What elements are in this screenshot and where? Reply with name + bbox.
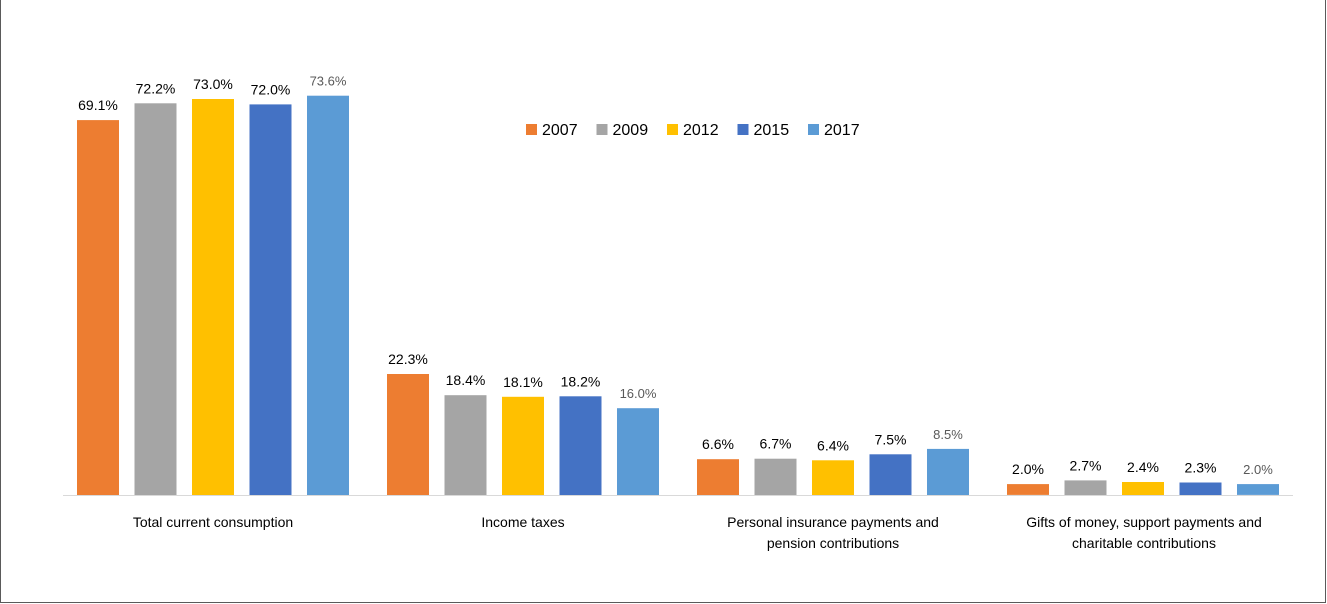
data-label-2012-cat-2: 6.4% bbox=[817, 437, 849, 453]
bar-2015-cat-1 bbox=[559, 396, 602, 495]
data-labels-group: 69.1% 72.2% 73.0% 72.0% 73.6% 22.3% 18.4% 18.1%… bbox=[78, 74, 1273, 477]
bar-2007-cat-3 bbox=[1007, 484, 1049, 495]
data-label-2017-cat-2: 8.5% bbox=[933, 427, 963, 442]
legend-label-2012: 2012 bbox=[683, 122, 719, 139]
data-label-2009-cat-2: 6.7% bbox=[760, 436, 792, 452]
bar-2015-cat-3 bbox=[1179, 482, 1222, 495]
category-label-2-line-1: pension contributions bbox=[767, 535, 899, 551]
data-label-2009-cat-3: 2.7% bbox=[1070, 457, 1102, 473]
data-label-2012-cat-1: 18.1% bbox=[503, 374, 543, 390]
bar-2012-cat-0 bbox=[192, 99, 234, 495]
bar-2007-cat-2 bbox=[697, 459, 739, 495]
bar-2007-cat-0 bbox=[77, 120, 119, 495]
category-label-0-line-0: Total current consumption bbox=[133, 514, 293, 530]
legend: 2007 2009 2012 2015 2017 bbox=[526, 122, 860, 139]
legend-swatch-2017 bbox=[808, 124, 819, 135]
bar-2017-cat-1 bbox=[617, 408, 659, 495]
bar-2009-cat-0 bbox=[134, 103, 177, 496]
data-label-2012-cat-0: 73.0% bbox=[193, 76, 233, 92]
legend-label-2015: 2015 bbox=[754, 122, 790, 139]
category-label-1-line-0: Income taxes bbox=[481, 514, 564, 530]
bar-2009-cat-3 bbox=[1064, 480, 1107, 495]
bar-2015-cat-2 bbox=[869, 454, 912, 495]
bar-2012-cat-2 bbox=[812, 460, 854, 495]
legend-swatch-2012 bbox=[667, 124, 678, 135]
category-label-3-line-1: charitable contributions bbox=[1072, 535, 1216, 551]
data-label-2009-cat-1: 18.4% bbox=[446, 372, 486, 388]
bar-2017-cat-0 bbox=[307, 95, 349, 495]
bars-group bbox=[77, 95, 1279, 496]
bar-2012-cat-1 bbox=[502, 396, 544, 495]
bar-2012-cat-3 bbox=[1122, 482, 1164, 495]
category-labels-group: Total current consumption Income taxes Per… bbox=[133, 514, 1262, 551]
data-label-2015-cat-2: 7.5% bbox=[875, 431, 907, 447]
bar-2007-cat-1 bbox=[387, 374, 429, 495]
category-label-2-line-0: Personal insurance payments and bbox=[727, 514, 939, 530]
legend-swatch-2015 bbox=[737, 124, 749, 135]
category-label-3-line-0: Gifts of money, support payments and bbox=[1026, 514, 1262, 530]
legend-swatch-2007 bbox=[526, 124, 537, 135]
data-label-2007-cat-3: 2.0% bbox=[1012, 461, 1044, 477]
data-label-2007-cat-1: 22.3% bbox=[388, 351, 428, 367]
data-label-2015-cat-1: 18.2% bbox=[561, 373, 601, 389]
data-label-2017-cat-1: 16.0% bbox=[620, 386, 657, 401]
legend-label-2009: 2009 bbox=[613, 122, 649, 139]
bar-2017-cat-3 bbox=[1237, 484, 1279, 495]
data-label-2017-cat-3: 2.0% bbox=[1243, 462, 1273, 477]
data-label-2017-cat-0: 73.6% bbox=[310, 74, 347, 89]
data-label-2009-cat-0: 72.2% bbox=[136, 80, 176, 96]
legend-label-2017: 2017 bbox=[824, 122, 860, 139]
data-label-2007-cat-0: 69.1% bbox=[78, 97, 118, 113]
data-label-2015-cat-0: 72.0% bbox=[251, 81, 291, 97]
bar-2009-cat-1 bbox=[444, 395, 487, 495]
bar-2009-cat-2 bbox=[754, 458, 797, 495]
data-label-2012-cat-3: 2.4% bbox=[1127, 459, 1159, 475]
bar-2015-cat-0 bbox=[249, 104, 292, 496]
data-label-2007-cat-2: 6.6% bbox=[702, 436, 734, 452]
legend-swatch-2009 bbox=[596, 124, 608, 135]
bar-2017-cat-2 bbox=[927, 448, 969, 495]
data-label-2015-cat-3: 2.3% bbox=[1185, 460, 1217, 476]
legend-label-2007: 2007 bbox=[542, 122, 578, 139]
